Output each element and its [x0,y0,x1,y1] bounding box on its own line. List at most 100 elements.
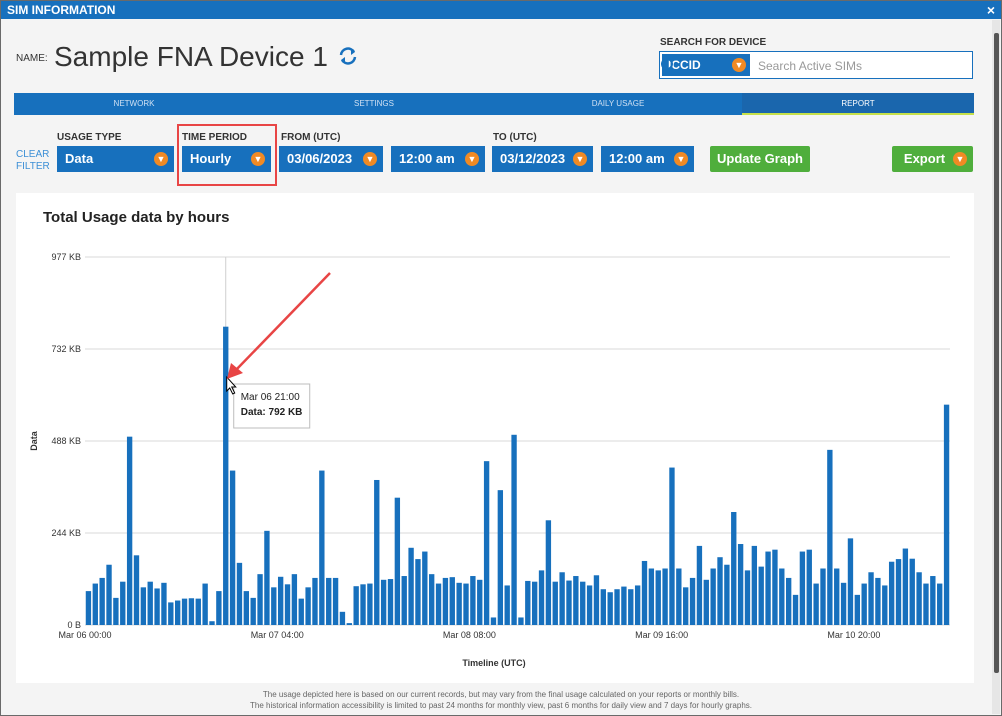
data-bar [710,568,716,625]
data-bar [765,551,771,625]
data-bar [92,583,98,625]
data-bar [490,617,497,625]
footer-note-1: The usage depicted here is based on our … [262,690,740,699]
data-bar [332,577,339,625]
chevron-down-icon: ▼ [573,152,587,166]
data-bar [360,584,366,625]
data-bar [937,583,943,625]
scrollbar-thumb[interactable] [994,33,999,673]
y-tick-label: 244 KB [51,528,81,538]
data-bar [353,586,359,625]
data-bar [442,577,449,625]
data-bar [202,583,208,625]
data-bar [724,564,730,625]
data-bar [600,589,606,625]
data-bar [319,470,325,625]
x-tick-label: Mar 09 16:00 [635,630,688,640]
data-bar [834,568,840,625]
data-bar [717,557,723,625]
data-bar [175,600,181,625]
data-bar [840,582,847,625]
from-date-picker[interactable]: 03/06/2023 ▼ [279,146,383,172]
tab-settings[interactable]: SETTINGS [353,99,394,108]
chevron-down-icon: ▼ [732,58,746,72]
data-bar [518,617,524,625]
data-bar [408,547,414,625]
refresh-icon[interactable] [337,45,359,67]
from-time-value: 12:00 am [399,151,455,166]
data-bar [435,583,442,625]
data-bar [648,568,655,625]
clear-filter-link[interactable]: CLEAR FILTER [16,149,50,172]
data-bar [573,576,579,625]
data-bar [751,545,758,625]
tab-daily-usage[interactable]: DAILY USAGE [591,99,645,108]
data-bar [566,580,572,625]
data-bar [147,581,153,625]
data-bar [367,583,373,625]
from-date-value: 03/06/2023 [287,151,353,166]
annotation-arrow [234,272,331,372]
data-bar [531,581,538,625]
data-bar [538,570,545,625]
tab-bar: NETWORK SETTINGS DAILY USAGE REPORT [14,93,974,115]
data-bar [909,558,915,625]
data-bar [374,479,380,625]
tab-report[interactable]: REPORT [742,93,974,115]
data-bar [216,591,222,625]
close-icon[interactable]: × [986,2,995,18]
update-graph-button[interactable]: Update Graph [710,146,810,172]
to-time-value: 12:00 am [609,151,665,166]
footer-note-2: The historical information accessibility… [249,701,752,710]
time-period-label: TIME PERIOD [182,132,248,143]
data-bar [820,568,826,625]
data-bar [463,583,469,625]
data-bar [497,490,504,625]
search-input[interactable]: Search Active SIMs [758,59,863,73]
data-bar [168,602,174,625]
data-bar [628,589,634,625]
chevron-down-icon: ▼ [674,152,688,166]
search-icon[interactable] [660,57,676,73]
data-bar [943,404,950,625]
data-bar [401,576,407,625]
data-bar [696,545,703,625]
data-bar [264,530,270,625]
data-bar [854,594,860,625]
data-bar [326,577,332,625]
data-bar [902,548,909,625]
data-bar [120,581,126,625]
export-button[interactable]: Export ▼ [892,146,973,172]
to-date-value: 03/12/2023 [500,151,566,166]
data-bar [415,559,421,625]
to-date-picker[interactable]: 03/12/2023 ▼ [492,146,593,172]
data-bar [662,568,668,625]
data-bar [243,591,250,625]
y-axis-label: Data [29,430,39,451]
y-tick-label: 488 KB [51,436,81,446]
data-bar [85,591,92,625]
from-time-select[interactable]: 12:00 am ▼ [391,146,485,172]
data-bar [298,598,304,625]
usage-type-select[interactable]: Data ▼ [57,146,174,172]
data-bar [140,587,147,625]
data-bar [511,434,517,625]
data-bar [875,577,881,625]
time-period-select[interactable]: Hourly ▼ [182,146,271,172]
x-axis-label: Timeline (UTC) [462,658,525,668]
chevron-down-icon: ▼ [251,152,265,166]
data-bar [99,577,105,625]
chevron-down-icon: ▼ [465,152,479,166]
data-bar [799,551,806,625]
data-bar [703,579,709,625]
search-type-select[interactable]: ICCID ▼ [662,54,750,76]
data-bar [525,580,531,625]
tab-network[interactable]: NETWORK [113,99,155,108]
to-time-select[interactable]: 12:00 am ▼ [601,146,694,172]
chevron-down-icon: ▼ [953,152,967,166]
data-bar [277,576,284,625]
data-bar [380,579,387,625]
data-bar [614,589,620,625]
